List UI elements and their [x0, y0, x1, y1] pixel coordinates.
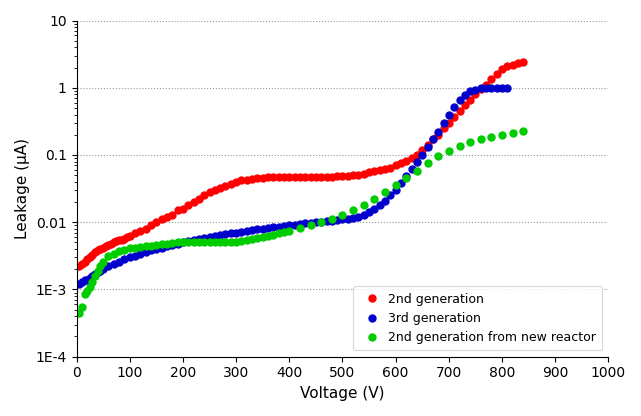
2nd generation from new reactor: [104, 253, 112, 258]
3rd generation: [99, 267, 107, 272]
2nd generation from new reactor: [349, 208, 357, 213]
Line: 2nd generation from new reactor: 2nd generation from new reactor: [76, 128, 527, 316]
3rd generation: [482, 85, 490, 90]
2nd generation from new reactor: [131, 245, 139, 250]
Legend: 2nd generation, 3rd generation, 2nd generation from new reactor: 2nd generation, 3rd generation, 2nd gene…: [353, 287, 602, 350]
2nd generation: [153, 220, 160, 225]
2nd generation: [216, 186, 224, 191]
Line: 2nd generation: 2nd generation: [76, 59, 527, 270]
2nd generation: [76, 264, 83, 269]
3rd generation: [269, 225, 277, 230]
Y-axis label: Leakage (μA): Leakage (μA): [15, 138, 30, 239]
2nd generation from new reactor: [477, 137, 485, 142]
2nd generation from new reactor: [76, 310, 83, 315]
3rd generation: [435, 129, 442, 134]
X-axis label: Voltage (V): Voltage (V): [300, 386, 385, 401]
3rd generation: [81, 277, 88, 282]
2nd generation: [397, 161, 405, 166]
2nd generation from new reactor: [211, 240, 219, 245]
3rd generation: [504, 85, 512, 90]
3rd generation: [397, 181, 405, 186]
3rd generation: [86, 275, 94, 280]
2nd generation from new reactor: [519, 129, 527, 134]
2nd generation from new reactor: [195, 240, 203, 245]
Line: 3rd generation: 3rd generation: [76, 84, 511, 287]
2nd generation: [232, 179, 240, 184]
3rd generation: [76, 282, 83, 287]
2nd generation: [322, 175, 330, 180]
2nd generation: [519, 59, 527, 64]
2nd generation: [118, 237, 126, 242]
